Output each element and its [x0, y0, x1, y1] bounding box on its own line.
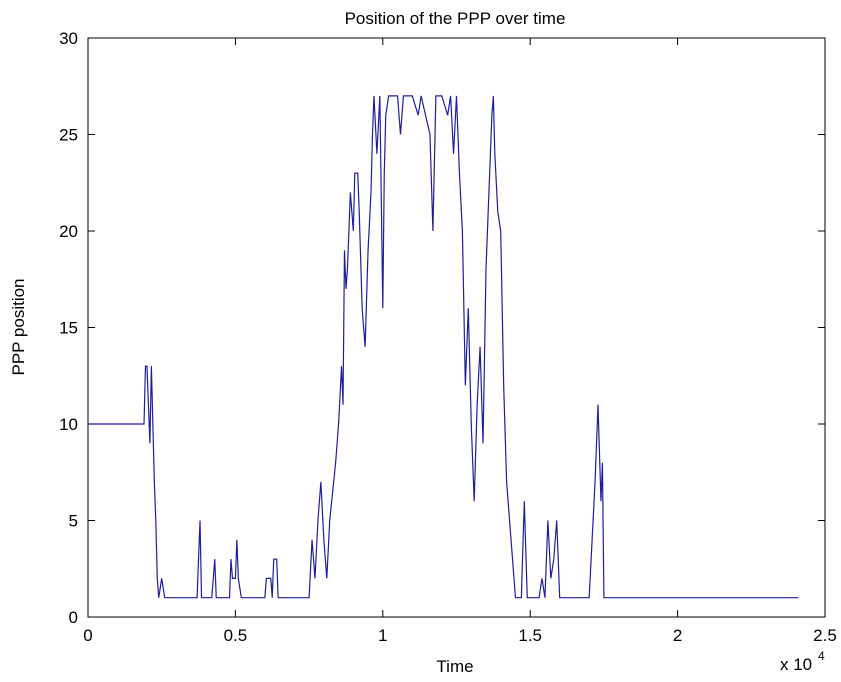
x-scale-exp: 4 — [818, 649, 825, 663]
x-tick-label: 2 — [673, 626, 682, 645]
y-tick-label: 30 — [59, 29, 78, 48]
y-tick-label: 15 — [59, 319, 78, 338]
x-tick-label: 2.5 — [813, 626, 837, 645]
x-scale-base: x 10 — [780, 655, 812, 674]
y-tick-label: 5 — [69, 512, 78, 531]
x-tick-label: 0.5 — [224, 626, 248, 645]
x-tick-label: 0 — [83, 626, 92, 645]
chart-title: Position of the PPP over time — [345, 9, 566, 28]
x-tick-label: 1.5 — [518, 626, 542, 645]
y-tick-label: 20 — [59, 222, 78, 241]
line-series — [88, 95, 799, 599]
x-axis-label: Time — [436, 657, 473, 676]
y-axis-label: PPP position — [9, 278, 28, 375]
y-tick-label: 0 — [69, 608, 78, 627]
axes-box — [87, 37, 826, 618]
y-tick-label: 10 — [59, 415, 78, 434]
x-tick-label: 1 — [378, 626, 387, 645]
y-tick-label: 25 — [59, 126, 78, 145]
